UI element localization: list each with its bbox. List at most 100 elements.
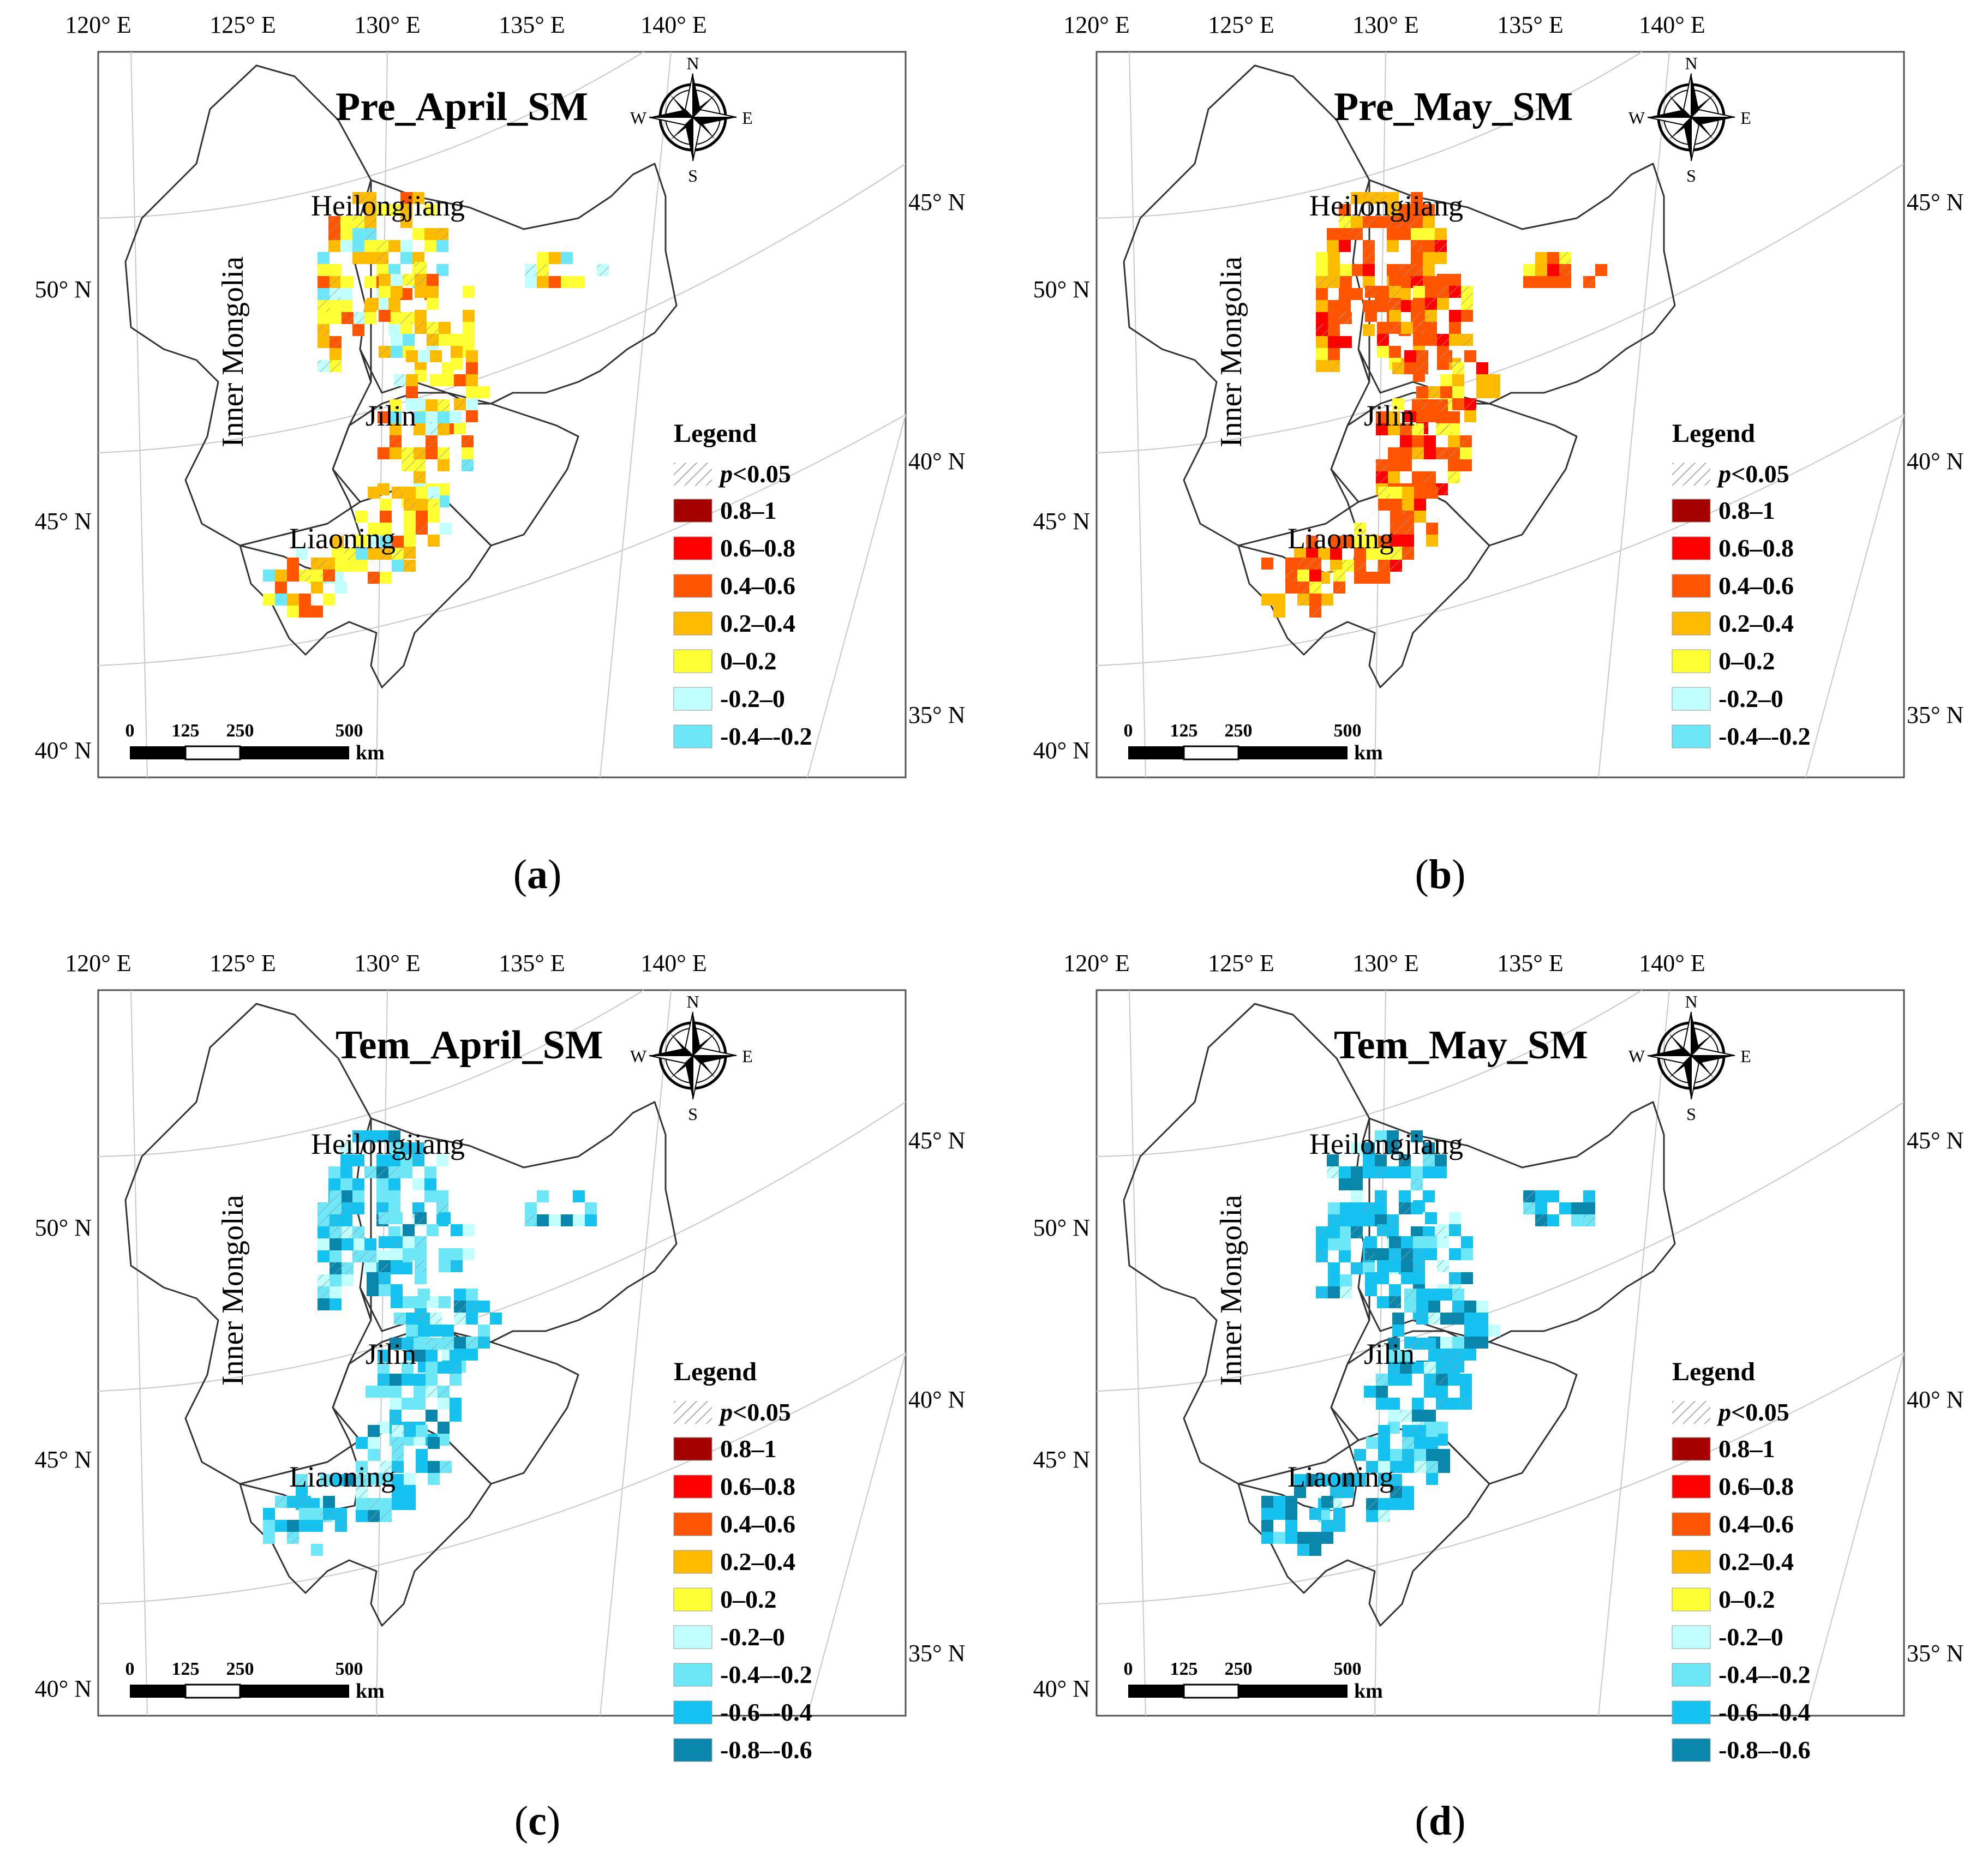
significant-cell-hatch	[364, 192, 376, 204]
grid-cell	[1437, 274, 1449, 286]
top-lon-label: 130° E	[354, 11, 420, 38]
grid-cell	[1476, 386, 1488, 398]
grid-cell	[573, 276, 585, 288]
significant-cell-hatch	[1449, 286, 1461, 298]
liaoning-label: Liaoning	[1288, 522, 1394, 555]
grid-cell	[1595, 264, 1607, 276]
legend-item-label: 0–0.2	[720, 647, 777, 675]
top-lon-label: 120° E	[65, 950, 131, 977]
significant-cell-hatch	[1412, 1422, 1424, 1434]
grid-cell	[379, 1284, 391, 1296]
grid-cell	[1413, 286, 1425, 298]
grid-cell	[1425, 322, 1437, 334]
legend-title: Legend	[1672, 419, 1755, 448]
significant-cell-hatch	[1437, 334, 1449, 346]
grid-cell	[390, 1398, 402, 1410]
grid-cell	[1261, 1496, 1273, 1508]
scale-segment	[184, 745, 241, 760]
significance-hatching	[299, 192, 609, 584]
compass-point-se	[693, 1056, 716, 1079]
legend-significance-p: p	[1716, 1398, 1731, 1426]
grid-cell	[296, 1486, 308, 1498]
grid-cell	[1411, 228, 1423, 240]
grid-cell	[1378, 1425, 1390, 1437]
grid-cell	[439, 1296, 451, 1308]
grid-cell	[1340, 1274, 1352, 1286]
legend-swatch	[673, 649, 712, 673]
scale-tick-0: 0	[1124, 1659, 1133, 1679]
legend-title: Legend	[674, 419, 757, 448]
compass-point-s	[685, 117, 693, 161]
grid-cell	[1402, 1461, 1414, 1473]
grid-cell	[328, 1166, 340, 1178]
legend-significance-label: p<0.05	[718, 1398, 791, 1426]
grid-cell	[391, 274, 403, 286]
grid-cell	[299, 606, 311, 618]
compass-point-n	[1691, 1012, 1699, 1056]
grid-cell	[390, 1374, 402, 1386]
grid-cell	[328, 240, 340, 252]
compass-point-e	[1691, 117, 1735, 125]
significant-cell-hatch	[1428, 386, 1440, 398]
grid-cell	[1388, 411, 1400, 423]
grid-cell	[414, 411, 426, 423]
significant-cell-hatch	[1333, 582, 1345, 594]
legend-swatch	[673, 1550, 712, 1574]
significant-cell-hatch	[275, 1496, 287, 1508]
grid-cell	[1351, 1142, 1363, 1154]
grid-cell	[412, 228, 424, 240]
grid-cell	[1342, 536, 1354, 548]
grid-cell	[1426, 1449, 1438, 1461]
grid-cell	[332, 1474, 344, 1486]
grid-cell	[1416, 1289, 1428, 1301]
grid-cell	[1452, 1313, 1464, 1325]
grid-cell	[378, 1362, 390, 1374]
grid-cell	[1435, 1154, 1447, 1166]
grid-cell	[1425, 1248, 1437, 1260]
top-lon-label: 130° E	[354, 950, 420, 977]
significant-cell-hatch	[1316, 1286, 1328, 1298]
grid-cell	[1464, 1337, 1476, 1349]
significant-cell-hatch	[364, 216, 376, 228]
grid-cell	[379, 286, 391, 298]
grid-cell	[450, 1410, 462, 1422]
grid-cell	[1440, 1313, 1452, 1325]
grid-cell	[466, 410, 478, 422]
scale-bar: 0 125 250 500 km	[125, 721, 385, 764]
grid-cell	[1535, 264, 1547, 276]
north-arrow-compass: N S E W	[1628, 53, 1751, 185]
grid-cell	[1354, 572, 1366, 584]
significant-cell-hatch	[426, 435, 438, 447]
grid-cell	[451, 334, 463, 346]
left-lat-label: 40° N	[35, 737, 92, 764]
compass-point-e	[693, 1056, 736, 1063]
grid-cell	[1328, 336, 1340, 348]
grid-cell	[1389, 1284, 1401, 1296]
grid-cell	[1339, 1178, 1351, 1190]
grid-cell	[426, 411, 438, 423]
significant-cell-hatch	[1461, 286, 1473, 298]
grid-cell	[330, 1274, 342, 1286]
significant-cell-hatch	[1401, 1248, 1413, 1260]
grid-cell	[1414, 511, 1426, 523]
significant-cell-hatch	[330, 336, 342, 348]
grid-cell	[428, 1461, 440, 1473]
grid-cell	[412, 192, 424, 204]
grid-cell	[1261, 1532, 1273, 1544]
legend-item-label: -0.2–0	[720, 1623, 785, 1651]
grid-cell	[1351, 1190, 1363, 1202]
compass-point-n	[1691, 74, 1699, 117]
grid-cell	[416, 1449, 428, 1461]
scale-bar: 0 125 250 500 km	[125, 1659, 385, 1703]
legend-item-label: -0.2–0	[1718, 685, 1783, 712]
grid-cell	[1316, 1238, 1328, 1250]
scale-tick-250: 250	[226, 721, 254, 741]
compass-e-label: E	[1740, 108, 1751, 128]
significant-cell-hatch	[478, 1337, 490, 1349]
significant-cell-hatch	[1342, 1486, 1354, 1498]
legend-significance-p: p	[1716, 460, 1731, 488]
panel-title: Pre_May_SM	[1334, 85, 1573, 129]
grid-cell	[1448, 435, 1460, 447]
grid-cell	[1402, 1425, 1414, 1437]
significant-cell-hatch	[412, 1202, 424, 1214]
